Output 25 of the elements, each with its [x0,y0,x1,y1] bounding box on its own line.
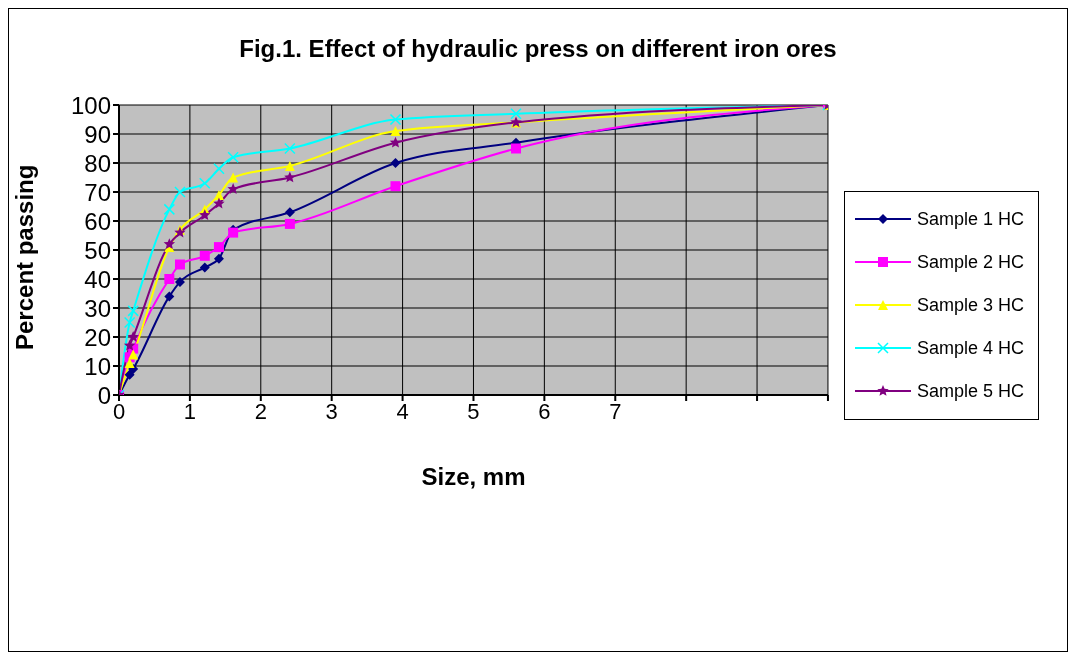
x-tick-label: 5 [467,398,480,424]
y-tick-label: 20 [84,323,111,351]
y-tick-label: 90 [84,120,111,148]
x-tick-label: 4 [396,398,409,424]
chart-title: Fig.1. Effect of hydraulic press on different iron ores [239,35,837,62]
y-tick-label: 30 [84,294,111,322]
y-tick-label: 100 [70,91,111,119]
y-tick-label: 60 [84,207,111,235]
legend-label: Sample 5 HC [916,380,1024,402]
x-tick-label: 6 [538,398,551,424]
legend-label: Sample 2 HC [916,251,1024,273]
x-tick-label: 3 [325,398,338,424]
x-tick-label: 2 [254,398,267,424]
x-axis-title: Size, mm [421,463,526,490]
legend-label: Sample 4 HC [916,337,1024,359]
y-tick-label: 70 [84,178,111,206]
y-tick-label: 80 [84,149,111,177]
x-tick-label: 7 [609,398,622,424]
legend-label: Sample 3 HC [916,294,1024,316]
x-tick-label: 1 [183,398,197,424]
legend-label: Sample 1 HC [916,208,1024,230]
y-tick-label: 40 [84,265,111,293]
y-tick-label: 10 [84,352,111,380]
y-axis-title: Percent passing [10,164,38,350]
y-tick-label: 50 [84,236,111,264]
